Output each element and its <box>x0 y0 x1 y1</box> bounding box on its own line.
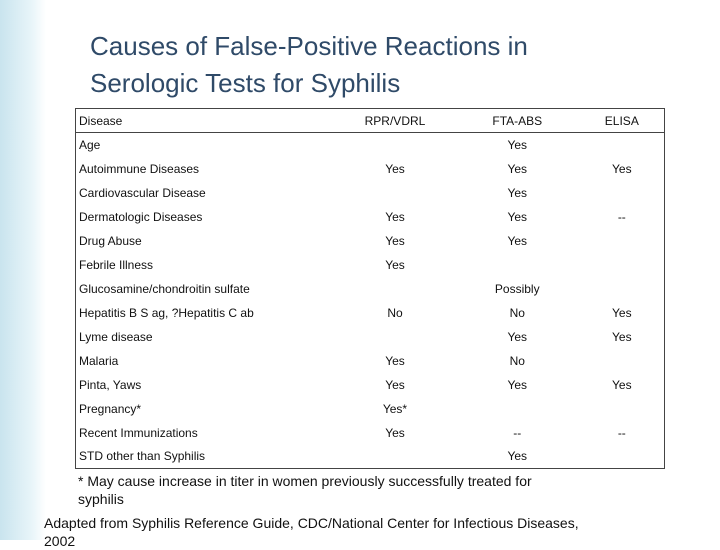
result-cell: Yes <box>507 233 528 248</box>
result-cell: -- <box>513 425 522 440</box>
result-cell: Yes <box>385 233 405 248</box>
result-cell <box>580 445 665 469</box>
result-cell: Yes <box>507 449 528 464</box>
result-cell: -- <box>617 209 626 224</box>
result-cell: Yes <box>507 329 528 344</box>
result-cell <box>335 325 455 349</box>
result-cell: Yes <box>385 257 405 272</box>
disease-cell: Recent Immunizations <box>79 425 198 440</box>
result-cell: Yes <box>612 161 632 176</box>
disease-cell: Dermatologic Diseases <box>79 209 203 224</box>
result-cell <box>580 133 665 157</box>
result-cell: Yes <box>507 185 528 200</box>
result-cell <box>580 181 665 205</box>
header-cell: ELISA <box>604 113 639 128</box>
table-row: STD other than Syphilis Yes <box>76 445 665 469</box>
result-cell: -- <box>617 425 626 440</box>
result-cell: Yes* <box>382 401 408 416</box>
table-row: Autoimmune Diseases Yes Yes Yes <box>76 157 665 181</box>
side-strip <box>0 0 46 540</box>
result-cell: Yes <box>612 377 632 392</box>
result-cell <box>455 397 580 421</box>
header-row: Disease RPR/VDRL FTA-ABS ELISA <box>75 109 665 133</box>
disease-cell: Age <box>79 137 101 152</box>
result-cell <box>580 229 665 253</box>
table-row: Cardiovascular Disease Yes <box>76 181 665 205</box>
disease-cell: Glucosamine/chondroitin sulfate <box>79 281 250 296</box>
header-cell: RPR/VDRL <box>364 113 426 128</box>
result-cell: No <box>387 305 403 320</box>
result-cell: Yes <box>385 161 405 176</box>
result-cell: No <box>509 305 525 320</box>
table-body: Age Yes Autoimmune Diseases Yes Yes Yes Cardio… <box>76 133 665 469</box>
result-cell <box>580 253 665 277</box>
result-cell <box>455 253 580 277</box>
result-cell <box>580 349 665 373</box>
result-cell <box>335 445 455 469</box>
header-cell: Disease <box>79 113 123 128</box>
table-row: Recent Immunizations Yes -- -- <box>76 421 665 445</box>
result-cell: No <box>509 353 525 368</box>
disease-cell: Febrile Illness <box>79 257 154 272</box>
table-row: Pregnancy* Yes* <box>76 397 665 421</box>
result-cell: Yes <box>612 329 632 344</box>
result-cell <box>335 181 455 205</box>
table-row: Glucosamine/chondroitin sulfate Possibly <box>76 277 665 301</box>
result-cell: Yes <box>507 377 528 392</box>
table-row: Pinta, Yaws Yes Yes Yes <box>76 373 665 397</box>
result-cell <box>335 277 455 301</box>
table-row: Febrile Illness Yes <box>76 253 665 277</box>
result-cell <box>580 277 665 301</box>
table-row: Lyme disease Yes Yes <box>76 325 665 349</box>
table-row: Drug Abuse Yes Yes <box>76 229 665 253</box>
disease-cell: STD other than Syphilis <box>79 449 206 464</box>
table-row: Dermatologic Diseases Yes Yes -- <box>76 205 665 229</box>
result-cell: Possibly <box>494 281 540 296</box>
disease-cell: Autoimmune Diseases <box>79 161 200 176</box>
disease-cell: Pinta, Yaws <box>79 377 142 392</box>
result-cell <box>580 397 665 421</box>
disease-cell: Drug Abuse <box>79 233 142 248</box>
table-row: Hepatitis B S ag, ?Hepatitis C ab No No Yes <box>76 301 665 325</box>
result-cell: Yes <box>385 425 405 440</box>
source: Adapted from Syphilis Reference Guide, C… <box>44 515 579 549</box>
header-cell: FTA-ABS <box>492 113 543 128</box>
result-cell: Yes <box>385 377 405 392</box>
disease-cell: Malaria <box>79 353 119 368</box>
result-cell: Yes <box>507 137 528 152</box>
result-cell: Yes <box>385 209 405 224</box>
footnote: * May cause increase in titer in women p… <box>78 473 532 507</box>
disease-cell: Hepatitis B S ag, ?Hepatitis C ab <box>79 305 254 320</box>
disease-cell: Pregnancy* <box>79 401 142 416</box>
result-cell <box>335 133 455 157</box>
slide-title: Causes of False-Positive Reactions in Se… <box>90 31 528 98</box>
table-row: Malaria Yes No <box>76 349 665 373</box>
result-cell: Yes <box>507 209 528 224</box>
result-cell: Yes <box>385 353 405 368</box>
result-cell: Yes <box>507 161 528 176</box>
disease-cell: Lyme disease <box>79 329 153 344</box>
disease-cell: Cardiovascular Disease <box>79 185 206 200</box>
result-cell: Yes <box>612 305 632 320</box>
table: Disease RPR/VDRL FTA-ABS ELISA Age Yes Autoim… <box>75 108 665 469</box>
table-row: Age Yes <box>76 133 665 157</box>
